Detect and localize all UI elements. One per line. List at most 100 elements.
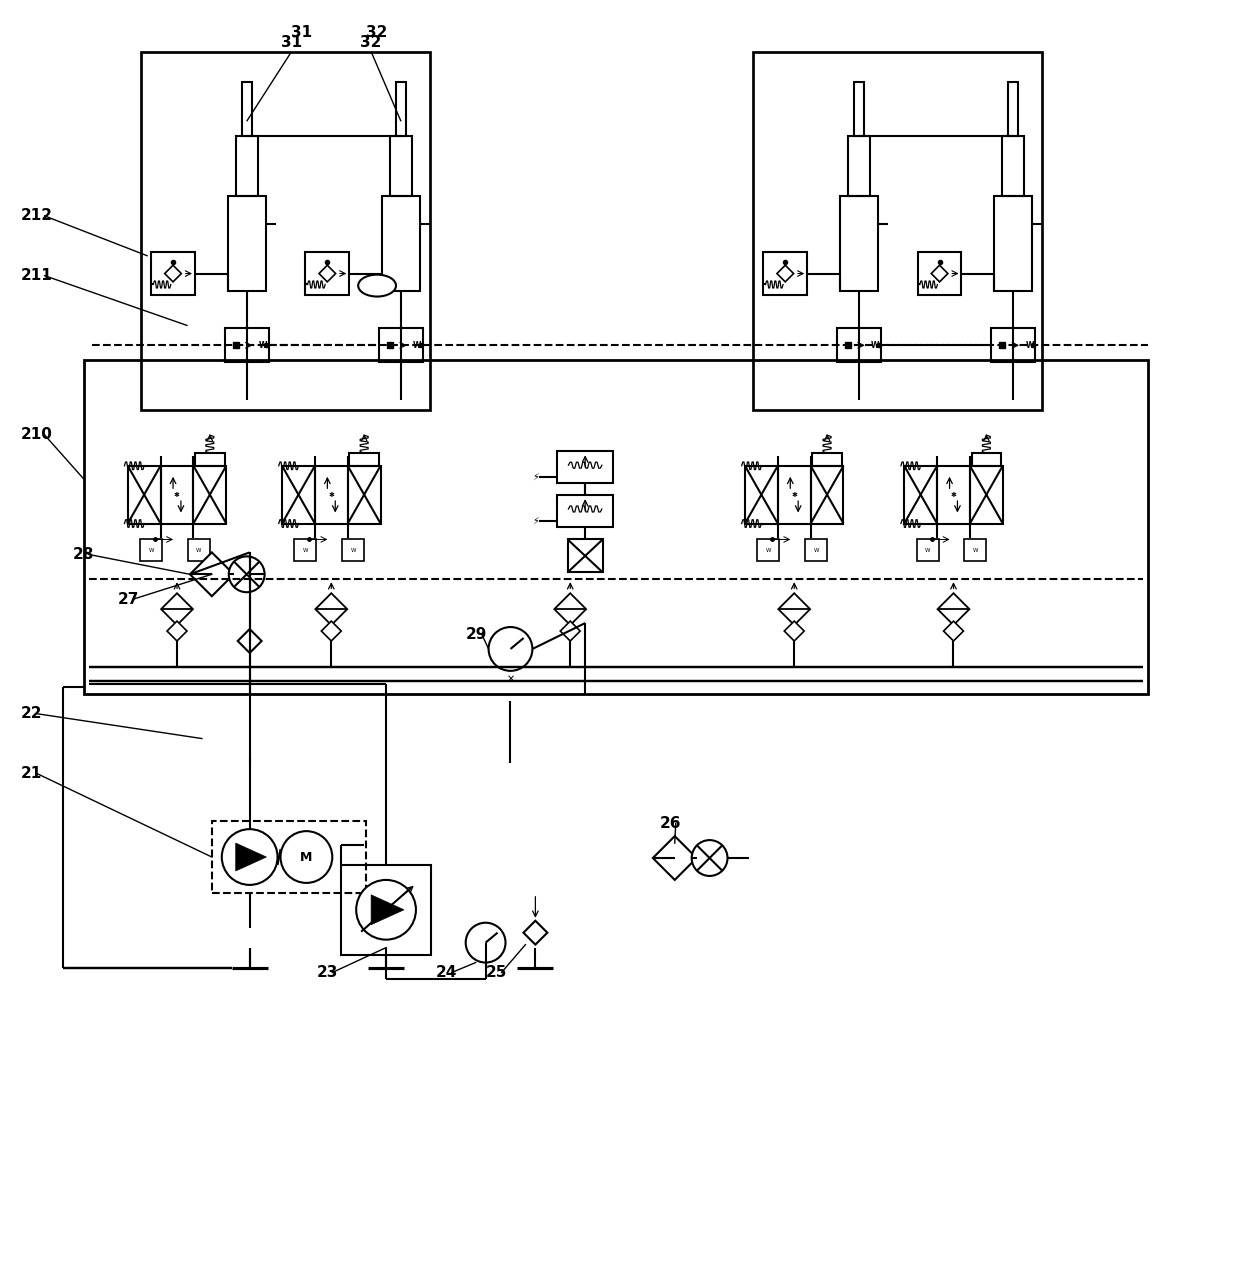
Polygon shape — [315, 593, 347, 625]
Text: W: W — [1025, 340, 1034, 350]
Text: 29: 29 — [466, 627, 487, 642]
Polygon shape — [931, 265, 947, 281]
Text: W: W — [925, 547, 930, 553]
Bar — [811, 466, 843, 523]
Bar — [379, 329, 423, 362]
Polygon shape — [371, 895, 404, 925]
Bar — [970, 466, 1003, 523]
Polygon shape — [523, 921, 547, 945]
Text: W: W — [259, 340, 267, 350]
Polygon shape — [238, 629, 262, 654]
Ellipse shape — [358, 275, 396, 297]
Text: M: M — [300, 851, 312, 863]
Circle shape — [280, 831, 332, 883]
Text: 32: 32 — [361, 35, 382, 50]
Circle shape — [489, 627, 532, 671]
Polygon shape — [321, 622, 341, 641]
Circle shape — [222, 829, 278, 885]
Bar — [916, 540, 939, 561]
Text: W: W — [813, 547, 818, 553]
Bar — [994, 196, 1032, 290]
Bar — [391, 137, 412, 196]
Circle shape — [356, 880, 415, 940]
Text: W: W — [351, 547, 356, 553]
Text: W: W — [196, 547, 202, 553]
Bar — [350, 453, 379, 466]
Text: 22: 22 — [21, 706, 42, 721]
Bar — [805, 540, 827, 561]
Bar — [347, 466, 381, 523]
Text: 27: 27 — [118, 592, 139, 606]
Bar — [341, 865, 430, 954]
Text: 23: 23 — [316, 964, 337, 980]
Text: W: W — [765, 547, 771, 553]
Bar — [141, 51, 430, 411]
Text: 31: 31 — [291, 24, 312, 40]
Polygon shape — [937, 593, 970, 625]
Text: ⚡: ⚡ — [532, 515, 539, 526]
Polygon shape — [167, 622, 187, 641]
Bar — [195, 453, 224, 466]
Polygon shape — [944, 622, 963, 641]
Bar — [140, 540, 162, 561]
Text: ✕: ✕ — [506, 674, 515, 684]
Text: ✱: ✱ — [951, 491, 956, 498]
Bar — [224, 329, 269, 362]
Text: 26: 26 — [660, 816, 681, 830]
Bar — [1008, 82, 1018, 137]
Text: 212: 212 — [21, 208, 52, 224]
Text: 28: 28 — [72, 547, 94, 561]
Bar — [745, 466, 777, 523]
Bar — [281, 466, 315, 523]
Bar — [764, 252, 807, 295]
Text: 10: 10 — [372, 281, 382, 290]
Bar — [188, 540, 210, 561]
Text: 210: 210 — [21, 427, 52, 443]
Bar — [228, 196, 265, 290]
Bar — [557, 451, 613, 482]
Bar — [315, 466, 347, 523]
Polygon shape — [319, 265, 336, 281]
Bar — [236, 137, 258, 196]
Bar — [812, 453, 842, 466]
Text: W: W — [972, 547, 978, 553]
Bar — [904, 466, 937, 523]
Text: 25: 25 — [486, 964, 507, 980]
Bar — [854, 82, 864, 137]
Circle shape — [466, 922, 506, 963]
Polygon shape — [165, 265, 181, 281]
Text: W: W — [149, 547, 154, 553]
Bar — [1002, 137, 1024, 196]
Bar — [151, 252, 195, 295]
Bar — [777, 466, 811, 523]
Circle shape — [228, 556, 264, 592]
Bar — [212, 821, 366, 893]
Text: 21: 21 — [21, 766, 42, 781]
Text: ✱: ✱ — [791, 491, 797, 498]
Polygon shape — [560, 622, 580, 641]
Bar — [754, 51, 1042, 411]
Bar — [128, 466, 160, 523]
Bar — [396, 82, 405, 137]
Text: 32: 32 — [366, 24, 388, 40]
Circle shape — [692, 840, 728, 876]
Text: W: W — [870, 340, 879, 350]
Text: ✱: ✱ — [174, 491, 180, 498]
Bar — [305, 252, 350, 295]
Bar — [918, 252, 961, 295]
Polygon shape — [554, 593, 587, 625]
Polygon shape — [652, 836, 697, 880]
Bar — [972, 453, 1001, 466]
Bar — [342, 540, 365, 561]
Polygon shape — [161, 593, 193, 625]
Polygon shape — [784, 622, 805, 641]
Bar — [160, 466, 193, 523]
Text: ✱: ✱ — [329, 491, 335, 498]
Bar — [965, 540, 986, 561]
Bar — [84, 361, 1148, 693]
Bar — [242, 82, 252, 137]
Bar — [557, 495, 613, 527]
Bar — [839, 196, 878, 290]
Bar — [294, 540, 316, 561]
Polygon shape — [190, 553, 233, 596]
